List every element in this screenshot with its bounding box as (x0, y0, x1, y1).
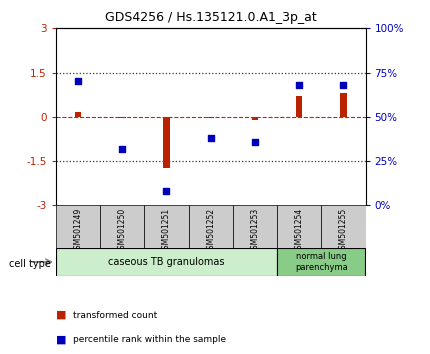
Text: transformed count: transformed count (73, 310, 157, 320)
Bar (277, 248, 366, 276)
Text: GSM501254: GSM501254 (295, 207, 304, 254)
Bar (277, 205, 321, 248)
Point (207, 135, 214, 141)
Title: GDS4256 / Hs.135121.0.A1_3p_at: GDS4256 / Hs.135121.0.A1_3p_at (105, 11, 316, 24)
Point (74, 79, 81, 84)
Text: cell type: cell type (9, 259, 50, 269)
Text: ■: ■ (56, 310, 66, 320)
Point (252, 139, 258, 144)
Bar (252, 117, 258, 120)
Text: percentile rank within the sample: percentile rank within the sample (73, 335, 226, 344)
Text: GSM501250: GSM501250 (118, 207, 127, 254)
Bar (296, 96, 302, 117)
Text: ■: ■ (56, 335, 66, 345)
Bar (207, 117, 214, 118)
Bar (189, 205, 233, 248)
Text: GSM501255: GSM501255 (339, 207, 348, 254)
Point (296, 82, 303, 88)
Text: caseous TB granulomas: caseous TB granulomas (108, 257, 225, 267)
Text: GSM501252: GSM501252 (206, 207, 215, 253)
Text: GSM501251: GSM501251 (162, 207, 171, 253)
Bar (233, 205, 277, 248)
Bar (56, 205, 100, 248)
Text: normal lung
parenchyma: normal lung parenchyma (295, 252, 347, 272)
Point (340, 82, 347, 88)
Bar (75, 113, 81, 117)
Text: GSM501253: GSM501253 (250, 207, 259, 254)
Point (119, 146, 126, 152)
Bar (163, 117, 170, 169)
Bar (144, 205, 189, 248)
Bar (56, 248, 277, 276)
Bar (119, 117, 126, 118)
Bar (340, 93, 347, 117)
Bar (321, 205, 366, 248)
Point (163, 188, 170, 194)
Bar (100, 205, 144, 248)
Text: GSM501249: GSM501249 (74, 207, 83, 254)
